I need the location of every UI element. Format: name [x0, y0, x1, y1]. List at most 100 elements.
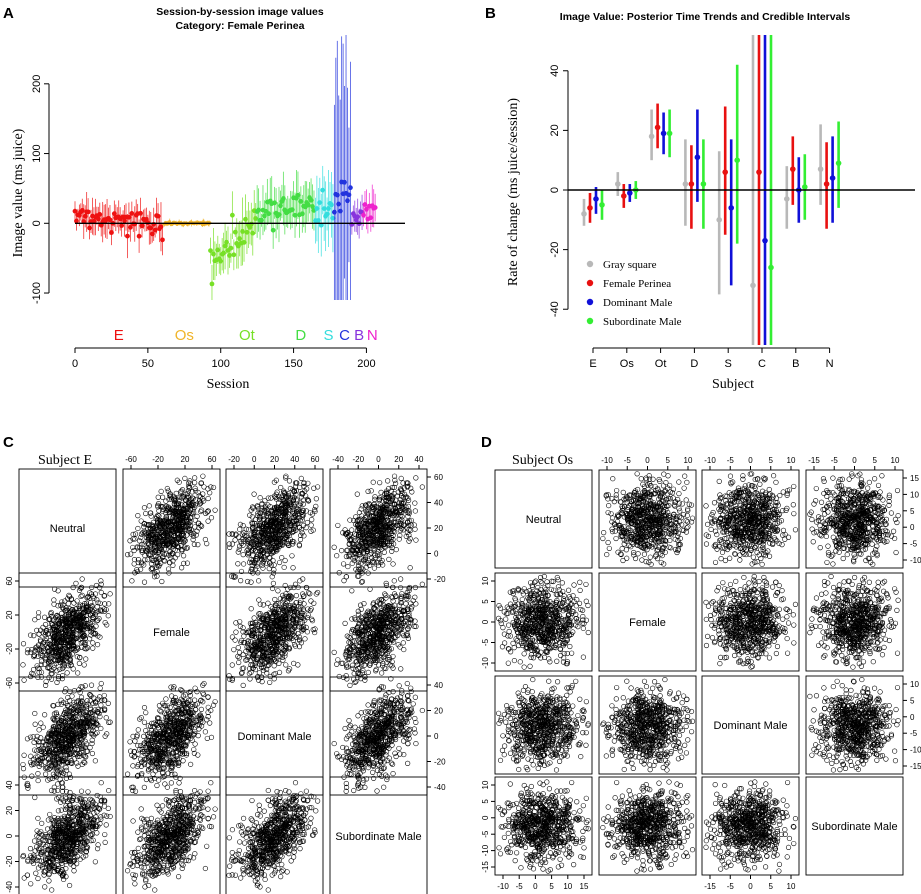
panel-c-point: [355, 611, 362, 617]
panel-b-mean-point: [790, 166, 796, 172]
panel-c-point: [371, 565, 377, 571]
panel-c-point: [266, 566, 272, 572]
panel-c-point: [309, 517, 315, 523]
panel-c-point: [148, 513, 154, 519]
panel-c-point: [298, 475, 304, 482]
panel-b-mean-point: [660, 130, 667, 137]
panel-b-mean-point: [621, 193, 627, 199]
panel-c-point: [346, 634, 352, 640]
panel-c-point: [134, 545, 140, 551]
panel-c-point: [208, 515, 215, 521]
panel-a-title: Session-by-session image values: [156, 6, 324, 18]
panel-c-point: [42, 621, 49, 628]
panel-a-point: [208, 248, 213, 254]
panel-c-point: [331, 649, 337, 655]
panel-c-point: [42, 614, 48, 620]
panel-c-point: [57, 666, 63, 673]
panel-b-legend-marker: [586, 298, 594, 306]
panel-a-point: [209, 281, 215, 287]
panel-c-point: [338, 547, 345, 554]
panel-c-point: [407, 565, 413, 571]
panel-b-mean-point: [599, 202, 605, 208]
panel-b-x-tick-label: D: [690, 358, 698, 370]
panel-b-mean-point: [688, 181, 695, 187]
panel-c-point: [62, 689, 68, 695]
panel-b-y-tick-label: 20: [549, 124, 561, 136]
panel-c-point: [236, 655, 242, 661]
panel-c-point: [286, 478, 293, 484]
panel-b-legend-marker: [586, 317, 594, 325]
panel-c-point: [257, 601, 263, 607]
panel-c-point: [272, 596, 278, 603]
panel-c-point: [248, 579, 254, 585]
panel-c-point: [398, 576, 404, 582]
panel-c-point: [154, 573, 160, 579]
panel-c-point: [31, 633, 37, 639]
panel-c-point: [128, 551, 134, 557]
panel-b-mean-point: [648, 133, 655, 140]
panel-c-point: [312, 629, 318, 636]
panel-a-subject-label: C: [339, 327, 350, 344]
panel-c-point: [403, 601, 409, 607]
panel-c-point: [29, 670, 35, 676]
panel-c-point: [400, 480, 406, 486]
panel-c-point: [240, 651, 246, 658]
panel-c-point: [140, 529, 146, 536]
panel-c-point: [132, 531, 139, 537]
panel-c-point: [20, 662, 26, 668]
panel-b-mean-point: [700, 181, 707, 187]
panel-c-point: [78, 593, 84, 600]
panel-a-x-tick-label: 200: [357, 358, 375, 370]
panel-c-point: [205, 495, 211, 502]
panel-b-mean-point: [615, 181, 621, 187]
panel-c-point: [251, 491, 257, 497]
panel-c-point: [198, 523, 205, 529]
panel-a-x-tick-label: 150: [284, 358, 302, 370]
panel-c-point: [251, 615, 257, 621]
panel-c-point: [232, 537, 238, 543]
panel-a-point: [129, 210, 135, 216]
panel-c-point: [210, 484, 217, 491]
panel-c-point: [97, 714, 103, 720]
panel-b-mean-point: [728, 205, 734, 211]
panel-c-point: [141, 505, 148, 511]
panel-c-point: [202, 536, 208, 543]
panel-c-point: [20, 641, 27, 647]
panel-c-point: [235, 561, 241, 567]
panel-c-point: [75, 670, 81, 676]
panel-b-mean-point: [756, 169, 762, 175]
panel-c-point: [27, 632, 34, 638]
panel-letter-c: C: [3, 434, 14, 451]
panel-c-point: [192, 475, 198, 481]
panel-c-point: [40, 624, 46, 630]
panel-a-subject-label: Ot: [239, 327, 256, 344]
panel-c-point: [271, 663, 277, 669]
panel-b-mean-point: [654, 124, 661, 131]
panel-b-y-tick-label: 0: [549, 187, 561, 193]
panel-c-point: [276, 669, 283, 676]
panel-c-point: [32, 617, 38, 623]
panel-c-point: [419, 484, 425, 490]
panel-c-point: [412, 508, 418, 514]
panel-c-point: [229, 634, 235, 640]
panel-c-point: [236, 659, 242, 666]
panel-c-point: [94, 597, 100, 603]
panel-c-point: [229, 541, 235, 547]
panel-c-point: [281, 564, 287, 570]
panel-c-point: [336, 673, 342, 680]
panel-c-point: [398, 666, 404, 672]
panel-c-point: [290, 565, 296, 571]
panel-c-point: [334, 553, 340, 559]
panel-b-ylabel: Rate of change (ms juice/session): [506, 98, 521, 287]
panel-c-point: [349, 662, 356, 668]
panel-c-point: [55, 701, 61, 707]
panel-c-point: [76, 660, 82, 667]
panel-c-point: [282, 650, 288, 656]
panel-c-point: [79, 576, 85, 582]
panel-c-point: [271, 567, 277, 573]
panel-c-title: Subject E: [38, 453, 92, 468]
panel-c-point: [43, 771, 49, 777]
panel-c-point: [204, 541, 210, 547]
panel-c-point: [192, 485, 198, 491]
